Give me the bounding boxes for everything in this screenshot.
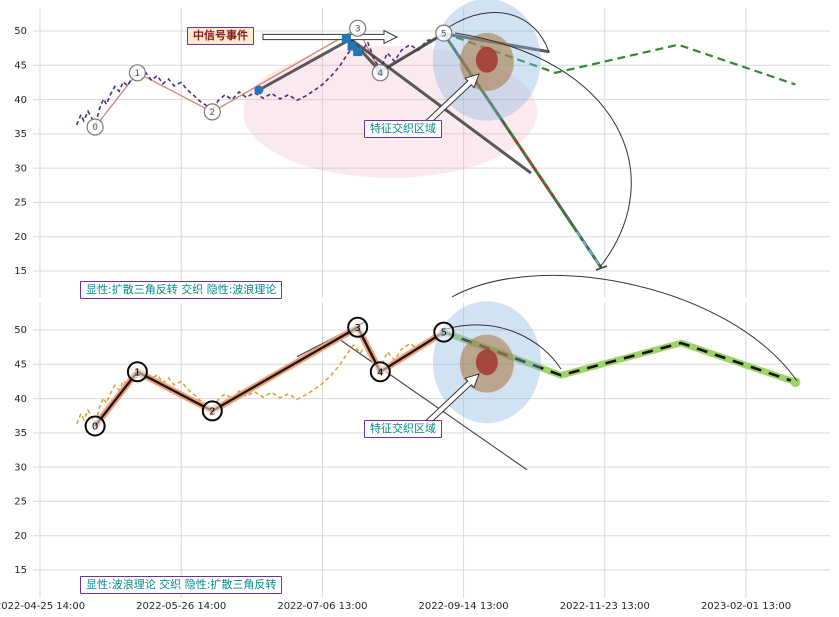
feature-zone-label-bottom: 特征交织区域 <box>364 420 442 439</box>
x-tick-label: 2022-09-14 13:00 <box>419 601 509 612</box>
wave-point-0: 0 <box>84 415 106 437</box>
y-tick-label: 50 <box>14 325 27 336</box>
wave-number: 2 <box>209 407 215 418</box>
price-series-bottom <box>75 332 445 429</box>
panel-bottom: 0 1 2 3 4 5 <box>75 274 801 471</box>
price-series-top <box>75 33 445 130</box>
wave-point-3: 3 <box>349 19 367 37</box>
wave-number: 2 <box>209 108 215 118</box>
hidden-wave-overlay <box>575 231 602 268</box>
y-tick-label: 15 <box>14 266 27 277</box>
y-tick-label: 25 <box>14 198 27 209</box>
annotation-arrow <box>262 29 399 45</box>
wave-number: 1 <box>134 367 140 378</box>
wave-point-1: 1 <box>128 64 146 82</box>
x-tick-label: 2023-02-01 13:00 <box>701 601 791 612</box>
wave-main-line <box>94 325 445 427</box>
connector-arc <box>451 274 798 382</box>
y-tick-label: 35 <box>14 428 27 439</box>
panel-caption-bottom: 显性:波浪理论 交织 隐性:扩散三角反转 <box>80 576 283 595</box>
wave-point-4: 4 <box>369 361 391 383</box>
y-tick-label: 45 <box>14 61 27 72</box>
wave-point-5: 5 <box>433 321 455 343</box>
y-tick-label: 15 <box>14 565 27 576</box>
y-tick-label: 30 <box>14 163 27 174</box>
wave-point-2: 2 <box>203 103 221 121</box>
annotation-arrow <box>425 73 480 125</box>
feature-zone-label-top: 特征交织区域 <box>364 120 442 139</box>
y-tick-label: 40 <box>14 95 27 106</box>
y-tick-label: 35 <box>14 129 27 140</box>
wave-number: 3 <box>355 323 361 334</box>
wave-number: 5 <box>441 328 447 339</box>
wave-number: 3 <box>355 25 361 35</box>
wave-point-2: 2 <box>201 400 223 422</box>
panel-top: 0 1 2 3 4 5 <box>75 0 796 271</box>
wave-point-0: 0 <box>86 118 104 136</box>
highlight-ellipse <box>243 45 538 178</box>
wave-number: 0 <box>92 422 98 433</box>
signal-event-label: 中信号事件 <box>187 27 254 46</box>
connector-arc <box>454 32 632 268</box>
y-tick-label: 20 <box>14 232 27 243</box>
y-tick-label: 30 <box>14 462 27 473</box>
signal-square <box>353 47 363 57</box>
wave-number: 0 <box>92 123 98 133</box>
y-tick-label: 25 <box>14 497 27 508</box>
x-tick-label: 2022-04-25 14:00 <box>0 601 85 612</box>
connector-arc <box>445 324 562 370</box>
x-tick-label: 2022-11-23 13:00 <box>560 601 650 612</box>
annotation-arrow <box>425 373 480 425</box>
hidden-wave-overlay <box>513 138 555 198</box>
y-tick-label: 40 <box>14 394 27 405</box>
connector-arc <box>448 12 550 53</box>
diverging-triangle-line <box>257 37 353 92</box>
forecast-end-marker <box>790 377 801 388</box>
y-tick-label: 45 <box>14 360 27 371</box>
highlight-ellipse <box>475 349 498 376</box>
diverging-triangle-line <box>349 37 532 174</box>
wave-number: 4 <box>377 367 383 378</box>
wave-number: 1 <box>135 69 141 79</box>
y-tick-label: 20 <box>14 531 27 542</box>
wave-number: 5 <box>441 29 447 39</box>
signal-dot <box>254 85 264 95</box>
highlight-ellipse <box>475 46 498 73</box>
signal-square <box>341 34 351 43</box>
panel-caption-top: 显性:扩散三角反转 交织 隐性:波浪理论 <box>80 281 283 300</box>
signal-square <box>347 41 357 51</box>
wave-point-5: 5 <box>435 24 453 42</box>
x-tick-label: 2022-07-06 13:00 <box>277 601 367 612</box>
wave-point-1: 1 <box>126 361 148 383</box>
x-tick-label: 2022-05-26 14:00 <box>136 601 226 612</box>
line-end-tick <box>595 265 608 271</box>
wave-number: 4 <box>377 69 383 79</box>
wave-point-4: 4 <box>371 64 389 82</box>
wave-point-3: 3 <box>347 316 369 338</box>
y-tick-label: 50 <box>14 26 27 37</box>
